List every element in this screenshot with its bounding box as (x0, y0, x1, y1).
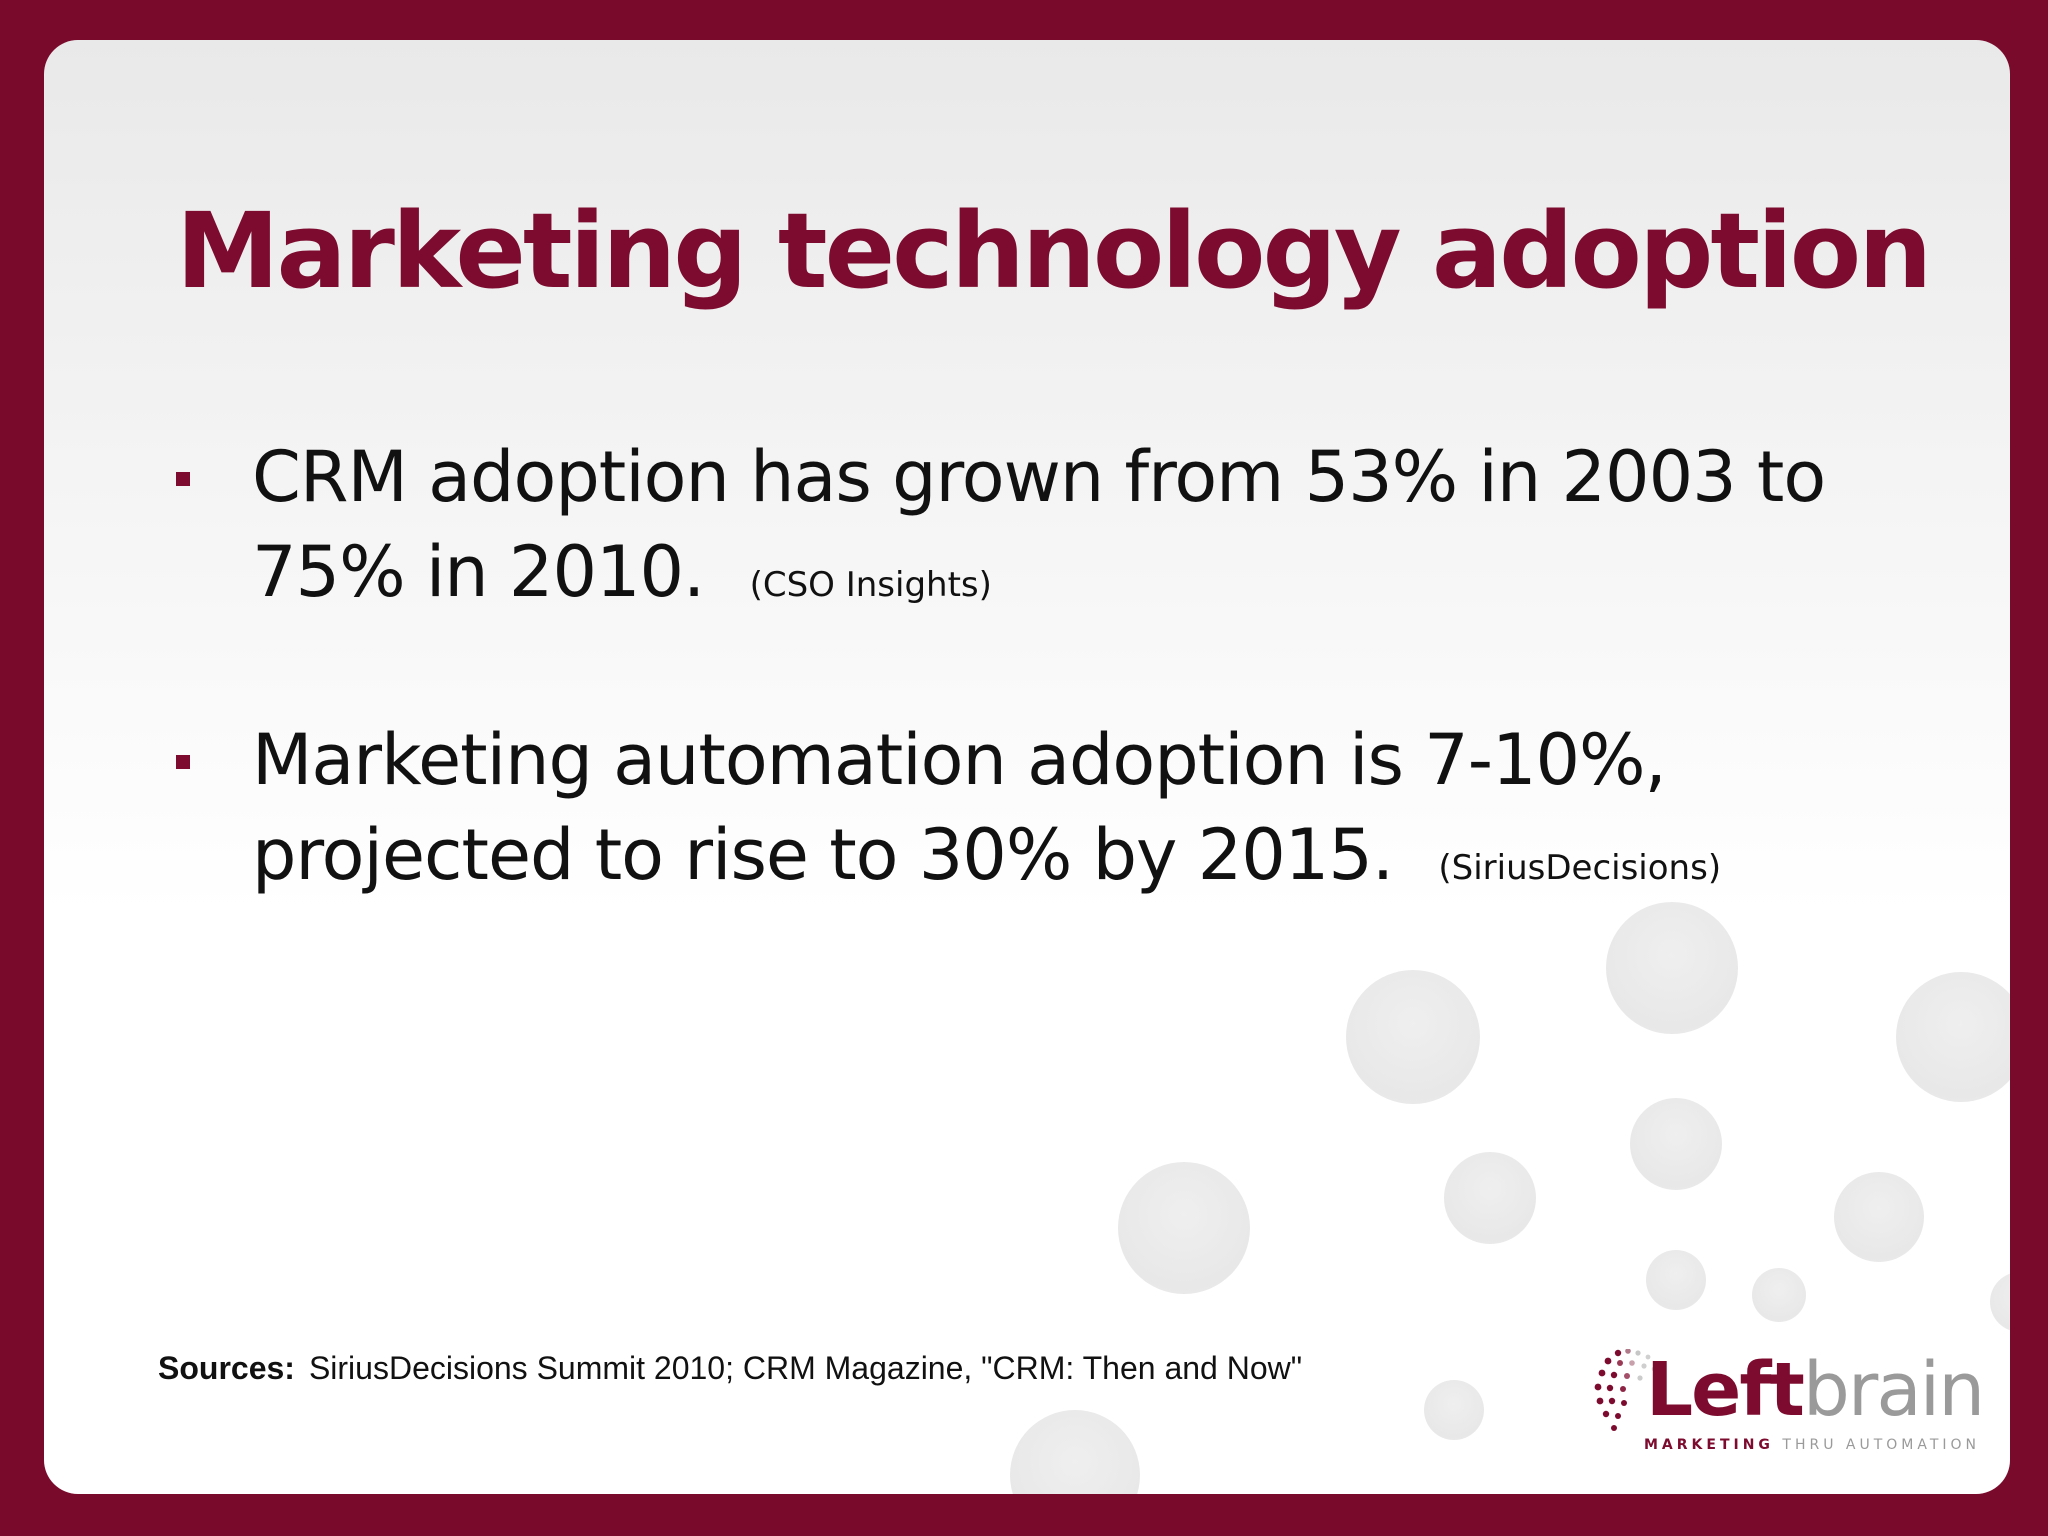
logo-tagline-marketing: MARKETING (1644, 1437, 1774, 1453)
logo-tagline-automation: THRU AUTOMATION (1782, 1437, 1981, 1453)
bullet-square-icon (176, 472, 190, 486)
bullet-square-icon (176, 755, 190, 769)
bubble (1630, 1098, 1722, 1190)
leftbrain-logo: Leftbrain MARKETING THRU AUTOMATION (1594, 1345, 1985, 1475)
bullet-source: (SiriusDecisions) (1438, 848, 1722, 888)
bullet-text: Marketing automation adoption is 7-10%, … (252, 719, 1667, 896)
bullet-item: Marketing automation adoption is 7-10%, … (176, 713, 1876, 916)
bubble (1118, 1162, 1250, 1294)
bubble (1834, 1172, 1924, 1262)
bubble (1990, 1272, 2010, 1332)
logo-tagline: MARKETING THRU AUTOMATION (1644, 1437, 1980, 1453)
slide-title: Marketing technology adoption (176, 190, 1932, 312)
bullet-text: CRM adoption has grown from 53% in 2003 … (252, 436, 1826, 613)
bubble (1646, 1250, 1706, 1310)
slide-card: Marketing technology adoption CRM adopti… (44, 40, 2010, 1494)
bullet-source: (CSO Insights) (749, 565, 992, 605)
bubble (1346, 970, 1480, 1104)
bubble (1752, 1268, 1806, 1322)
sources-text: SiriusDecisions Summit 2010; CRM Magazin… (308, 1350, 1303, 1386)
bullet-list: CRM adoption has grown from 53% in 2003 … (176, 430, 1876, 996)
sources-footnote: Sources: SiriusDecisions Summit 2010; CRM… (158, 1350, 1302, 1387)
bubble (1010, 1410, 1140, 1494)
bubble (1896, 972, 2010, 1102)
logo-word-left: Left (1646, 1347, 1805, 1433)
bubble (1606, 902, 1738, 1034)
bubble (1444, 1152, 1536, 1244)
logo-word-brain: brain (1802, 1347, 1985, 1433)
bubble (1424, 1380, 1484, 1440)
logo-dots-icon (1594, 1349, 1657, 1431)
logo-wordmark: Leftbrain (1646, 1345, 1985, 1435)
sources-label: Sources: (158, 1350, 295, 1386)
bullet-item: CRM adoption has grown from 53% in 2003 … (176, 430, 1876, 633)
